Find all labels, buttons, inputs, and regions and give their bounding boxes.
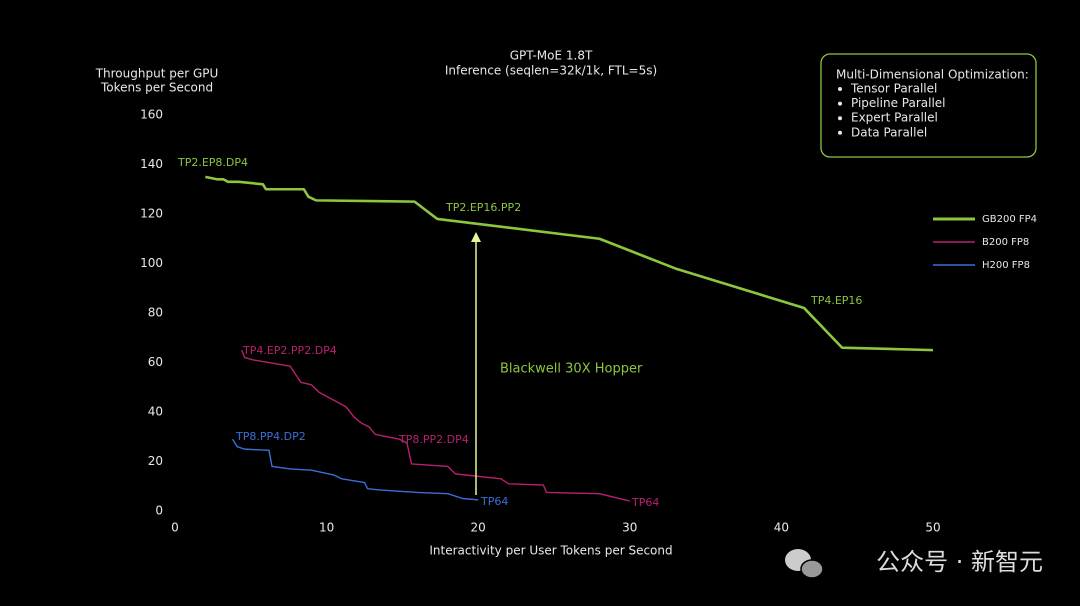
x-tick-label: 0 — [171, 521, 179, 535]
bullet — [838, 116, 842, 121]
y-tick-label: 100 — [140, 256, 163, 270]
x-tick-label: 30 — [622, 521, 637, 535]
series-line — [205, 175, 934, 352]
x-tick-label: 20 — [471, 521, 486, 535]
series-line — [232, 438, 479, 501]
annotation: TP8.PP4.DP2 — [235, 430, 306, 443]
y-tick-label: 60 — [148, 355, 163, 369]
annotation: TP4.EP16 — [810, 294, 862, 307]
y-tick-label: 160 — [140, 108, 163, 122]
bullet — [838, 101, 842, 106]
y-axis-label: Tokens per Second — [100, 81, 213, 95]
watermark: 公众号 · 新智元 — [876, 548, 1043, 576]
legend-label: GB200 FP4 — [982, 214, 1037, 225]
legend-label: B200 FP8 — [982, 237, 1029, 248]
x-tick-label: 10 — [319, 521, 334, 535]
annotation: TP2.EP16.PP2 — [445, 201, 521, 214]
wechat-icon — [785, 549, 824, 579]
annotation: TP64 — [631, 496, 659, 509]
legend-label: H200 FP8 — [982, 260, 1030, 271]
annotation: Blackwell 30X Hopper — [500, 362, 643, 377]
bullet — [838, 130, 842, 135]
annotation: TP64 — [480, 495, 508, 508]
y-tick-label: 0 — [155, 504, 163, 518]
x-axis-label: Interactivity per User Tokens per Second — [429, 544, 672, 558]
info-item: Pipeline Parallel — [851, 96, 946, 110]
annotation: TP2.EP8.DP4 — [177, 156, 248, 169]
annotation: TP4.EP2.PP2.DP4 — [242, 344, 337, 357]
info-item: Data Parallel — [851, 125, 927, 139]
chart-subtitle: Inference (seqlen=32k/1k, FTL=5s) — [445, 64, 657, 78]
y-tick-label: 120 — [140, 207, 163, 221]
info-item: Tensor Parallel — [850, 82, 937, 96]
y-tick-label: 20 — [148, 454, 163, 468]
info-item: Expert Parallel — [851, 111, 938, 125]
arrow-head — [471, 232, 481, 242]
y-tick-label: 140 — [140, 157, 163, 171]
y-tick-label: 80 — [148, 306, 163, 320]
chart-title: GPT-MoE 1.8T — [510, 49, 593, 63]
x-tick-label: 40 — [774, 521, 789, 535]
y-axis-label: Throughput per GPU — [95, 67, 219, 81]
series-line — [241, 349, 630, 502]
info-box — [820, 53, 1037, 158]
info-title: Multi-Dimensional Optimization: — [836, 68, 1029, 82]
bullet — [838, 87, 842, 91]
annotation: TP8.PP2.DP4 — [398, 433, 469, 446]
y-tick-label: 40 — [148, 405, 163, 419]
x-tick-label: 50 — [925, 521, 940, 535]
